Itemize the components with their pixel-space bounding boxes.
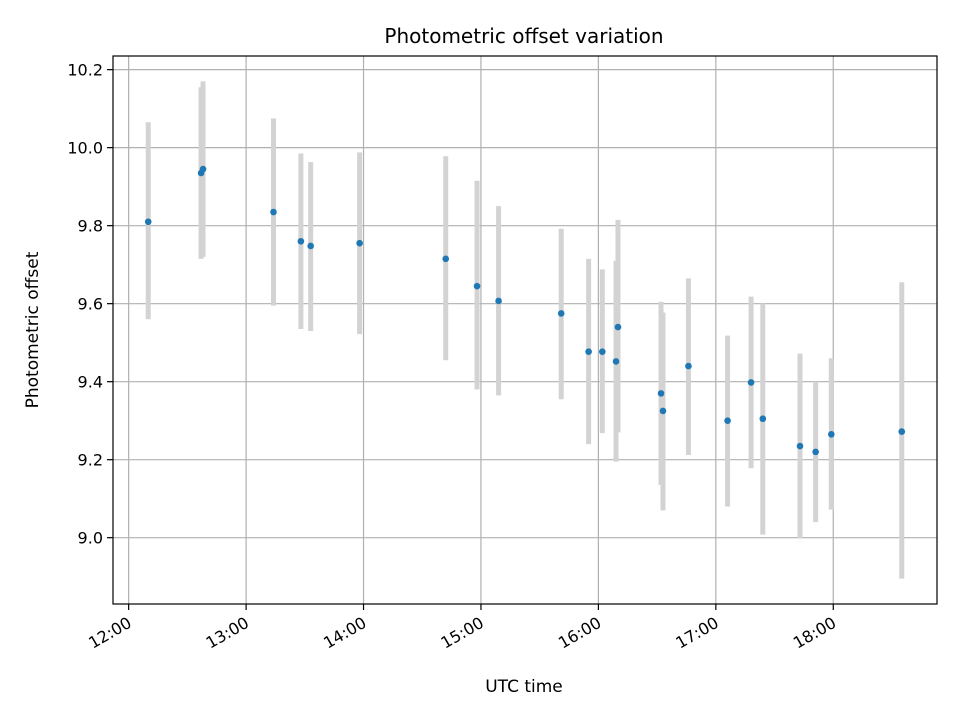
y-tick-label: 10.2 [67,61,103,80]
y-tick-label: 9.2 [78,451,103,470]
data-point [599,348,606,355]
data-point [614,323,622,331]
data-point [747,379,755,386]
data-point [270,208,277,216]
data-point [612,358,620,365]
y-tick-label: 9.8 [78,217,103,236]
y-tick-label: 9.0 [78,529,103,548]
y-axis-label: Photometric offset [23,251,43,408]
data-point [828,431,835,438]
data-point [495,297,502,305]
x-axis-label: UTC time [485,677,563,697]
y-tick-label: 10.0 [67,139,103,158]
data-point [585,348,592,355]
y-axis-ticks: 9.0 9.2 9.4 9.6 9.8 10.0 10.2 [67,61,113,548]
data-point [557,310,565,317]
data-point [473,282,481,290]
data-point [144,218,152,226]
data-point [898,428,906,435]
data-point [657,390,665,397]
grid [113,56,937,604]
chart-title: Photometric offset variation [384,24,663,48]
data-point [724,417,731,424]
data-points [144,165,906,456]
data-point [199,165,207,173]
data-point [796,442,804,450]
y-tick-label: 9.4 [78,373,103,392]
y-tick-label: 9.6 [78,295,103,314]
data-point [307,242,314,250]
data-point [659,407,667,415]
data-point [685,362,692,370]
data-point [297,237,305,245]
data-point [759,415,767,423]
data-point [356,239,363,247]
data-point [812,448,819,456]
plot-area-frame [112,55,938,605]
data-point [442,255,450,263]
